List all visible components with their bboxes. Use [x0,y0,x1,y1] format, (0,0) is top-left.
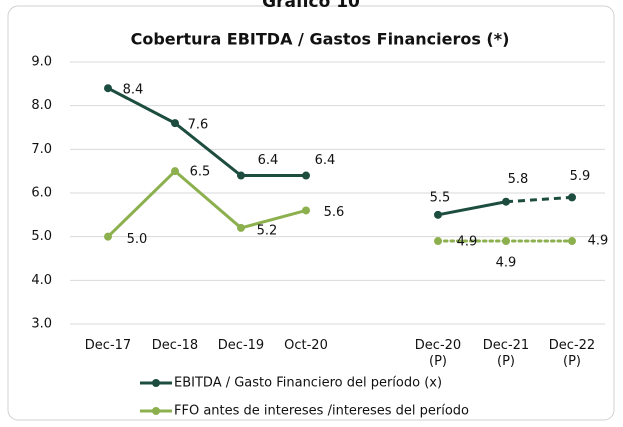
x-tick-label: Dec-20 (P) [414,338,462,369]
point [302,206,310,215]
data-label: 5.9 [570,169,591,184]
line-segment [107,86,176,125]
line-segment [174,121,242,177]
line-segment [174,170,242,230]
legend-label: EBITDA / Gasto Financiero del período (x… [174,376,442,391]
data-label: 5.0 [127,232,148,247]
y-tick-label: 7.0 [31,142,52,157]
data-label: 4.9 [588,234,609,249]
line-segment [437,200,507,217]
data-label: 4.9 [457,235,478,250]
point [104,84,112,93]
point [237,223,245,232]
legend-label: FFO antes de intereses /intereses del pe… [174,404,469,419]
data-label: 5.5 [430,190,451,205]
x-tick-label: Dec-18 [151,338,199,353]
legend-marker [152,379,160,387]
y-tick-label: 6.0 [31,186,52,201]
x-tick-label: Oct-20 [284,338,328,353]
data-label: 6.4 [258,153,279,168]
point [434,237,442,246]
point [171,119,179,128]
point [171,167,179,176]
chart-frame [7,5,615,421]
point [104,232,112,241]
line-segment [240,209,307,230]
data-label: 8.4 [123,83,144,98]
data-label: 6.5 [190,165,211,180]
point [434,210,442,219]
chart-title: Cobertura EBITDA / Gastos Financieros (*… [131,30,510,49]
point [302,171,310,180]
y-tick-label: 3.0 [31,317,52,332]
x-tick-label: Dec-17 [84,338,132,353]
point [568,237,576,246]
line-segment [106,170,177,238]
y-tick-label: 8.0 [31,98,52,113]
point [568,193,576,202]
point [502,237,510,246]
legend-marker [152,407,160,415]
x-tick-label: Dec-22 (P) [548,338,596,369]
y-tick-label: 9.0 [31,55,52,70]
point [502,197,510,206]
y-tick-label: 5.0 [31,229,52,244]
data-label: 4.9 [496,256,517,271]
x-tick-label: Dec-21 (P) [482,338,530,369]
data-label: 5.8 [508,172,529,187]
data-label: 7.6 [188,118,209,133]
data-label: 5.6 [324,205,345,220]
y-tick-label: 4.0 [31,273,52,288]
data-label: 6.4 [315,153,336,168]
x-tick-label: Dec-19 [217,338,265,353]
header: Gráfico 10 [262,0,360,12]
point [237,171,245,180]
data-label: 5.2 [257,223,278,238]
